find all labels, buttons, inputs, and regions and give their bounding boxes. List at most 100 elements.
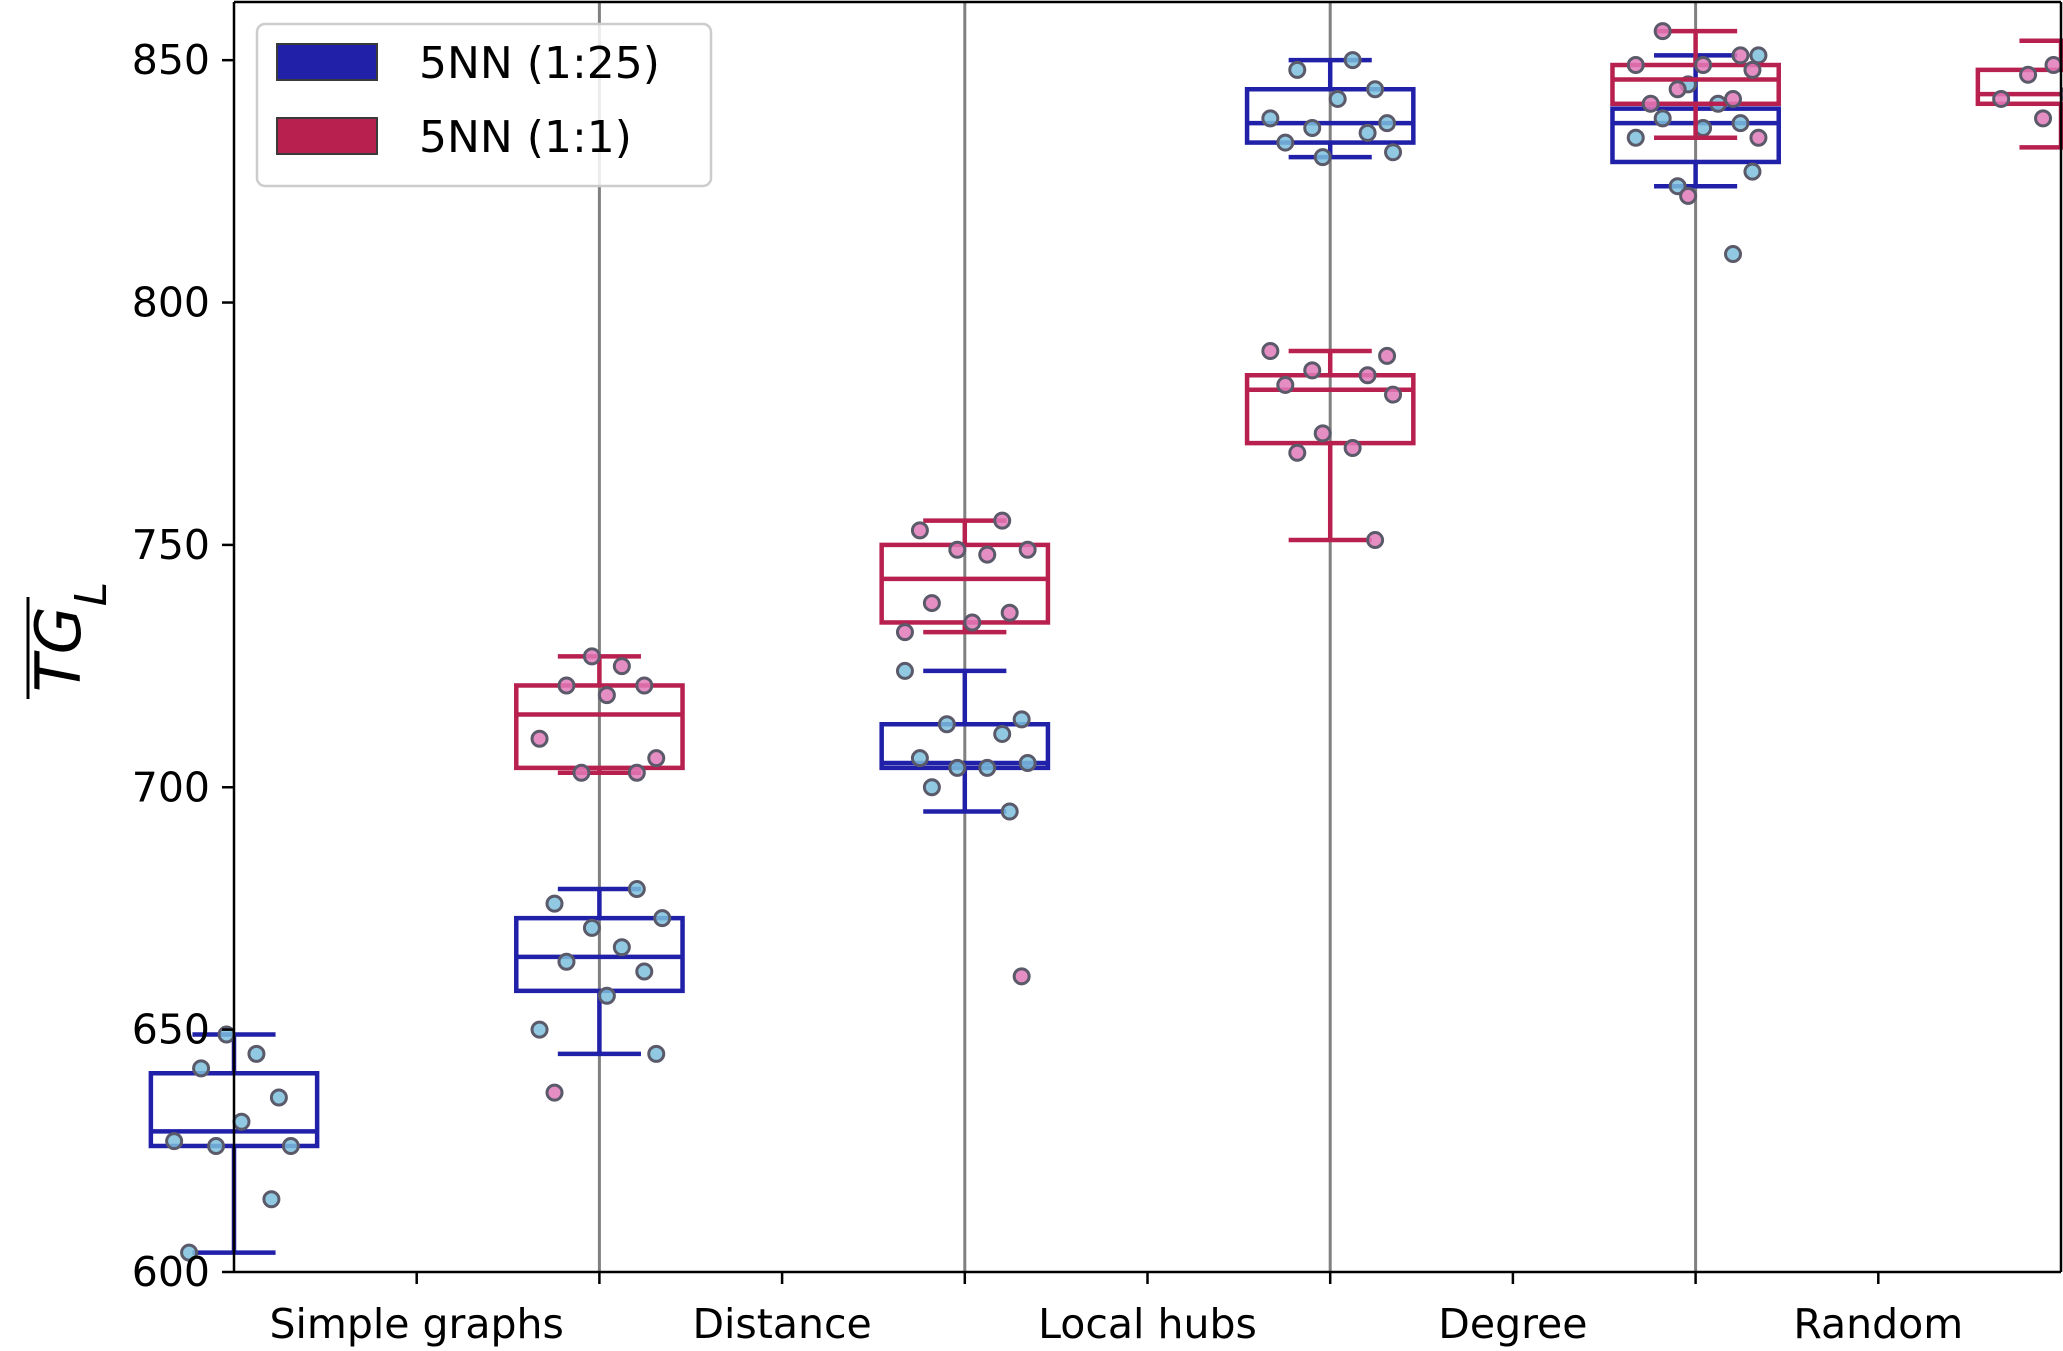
data-point xyxy=(1679,186,1698,205)
data-point xyxy=(1288,60,1307,79)
box-1-2 xyxy=(1244,342,1416,550)
box-0-1 xyxy=(514,880,685,1063)
legend-label: 5NN (1:1) xyxy=(419,112,632,163)
data-point xyxy=(530,1020,549,1039)
data-point xyxy=(1366,531,1385,550)
data-point xyxy=(993,511,1012,530)
data-point xyxy=(627,880,646,899)
legend-swatch xyxy=(276,43,378,81)
data-point xyxy=(1313,148,1332,167)
data-point xyxy=(1276,375,1295,394)
y-tick-label: 800 xyxy=(132,279,210,327)
box-1-3 xyxy=(1610,22,1781,205)
data-point xyxy=(1358,123,1377,142)
box-0-3 xyxy=(1244,51,1416,167)
data-point xyxy=(1653,22,1672,41)
box-iqr xyxy=(1244,372,1416,446)
data-point xyxy=(1724,245,1743,264)
box-1-0 xyxy=(514,647,685,1102)
data-point xyxy=(963,613,982,632)
data-point xyxy=(557,676,576,695)
data-point xyxy=(1694,56,1713,75)
data-point xyxy=(922,594,941,613)
data-point xyxy=(262,1190,281,1209)
data-point xyxy=(1626,128,1645,147)
data-point xyxy=(530,729,549,748)
data-point xyxy=(978,758,997,777)
data-point xyxy=(1743,60,1762,79)
data-point xyxy=(1668,80,1687,99)
x-tick-label: Simple graphs xyxy=(269,1300,563,1348)
data-point xyxy=(612,938,631,957)
data-point xyxy=(1366,80,1385,99)
data-point xyxy=(1303,361,1322,380)
data-point xyxy=(612,657,631,676)
data-point xyxy=(1018,754,1037,773)
data-point xyxy=(597,686,616,705)
x-tick-label: Local hubs xyxy=(1038,1300,1257,1348)
y-tick-label: 700 xyxy=(132,763,210,811)
data-point xyxy=(1731,114,1750,133)
box-iqr xyxy=(1244,87,1416,145)
data-point xyxy=(1749,128,1768,147)
data-point xyxy=(1313,424,1332,443)
data-point xyxy=(1378,114,1397,133)
x-tick-label: Random xyxy=(1793,1300,1963,1348)
data-point xyxy=(545,1083,564,1102)
y-axis-label-text: TGL xyxy=(22,582,117,692)
data-point xyxy=(1303,119,1322,138)
data-point xyxy=(895,661,914,680)
data-point xyxy=(1626,56,1645,75)
data-point xyxy=(269,1088,288,1107)
data-point xyxy=(895,623,914,642)
data-point xyxy=(948,758,967,777)
data-point xyxy=(1288,443,1307,462)
data-point xyxy=(635,676,654,695)
data-point xyxy=(978,545,997,564)
data-point xyxy=(910,749,929,768)
data-point xyxy=(1358,366,1377,385)
data-point xyxy=(207,1136,226,1155)
data-point xyxy=(557,952,576,971)
data-point xyxy=(948,540,967,559)
x-tick-label: Distance xyxy=(692,1300,871,1348)
data-point xyxy=(545,894,564,913)
data-point xyxy=(1343,438,1362,457)
data-point xyxy=(247,1044,266,1063)
data-point xyxy=(180,1243,199,1262)
data-point xyxy=(1012,710,1031,729)
data-point xyxy=(1378,346,1397,365)
box-1-1 xyxy=(879,511,1051,986)
data-point xyxy=(582,918,601,937)
data-point xyxy=(1731,46,1750,65)
data-point xyxy=(1749,46,1768,65)
data-point xyxy=(647,1044,666,1063)
data-point xyxy=(2034,109,2053,128)
data-point xyxy=(572,763,591,782)
data-point xyxy=(1724,89,1743,108)
data-point xyxy=(1343,51,1362,70)
y-tick-label: 650 xyxy=(132,1006,210,1054)
data-point xyxy=(2044,56,2063,75)
y-tick-label: 750 xyxy=(132,521,210,569)
y-tick-label: 850 xyxy=(132,36,210,84)
data-point xyxy=(281,1136,300,1155)
data-point xyxy=(1261,342,1280,361)
data-point xyxy=(232,1112,251,1131)
data-point xyxy=(165,1132,184,1151)
data-point xyxy=(647,749,666,768)
legend-swatch xyxy=(276,117,378,155)
data-point xyxy=(1743,162,1762,181)
data-point xyxy=(922,778,941,797)
data-point xyxy=(1384,385,1403,404)
data-point xyxy=(993,724,1012,743)
x-tick-label: Degree xyxy=(1438,1300,1587,1348)
data-point xyxy=(1653,109,1672,128)
data-point xyxy=(1328,89,1347,108)
y-tick-label: 600 xyxy=(132,1248,210,1296)
box-iqr xyxy=(514,683,685,771)
data-point xyxy=(582,647,601,666)
legend: 5NN (1:25) 5NN (1:1) xyxy=(255,22,713,188)
